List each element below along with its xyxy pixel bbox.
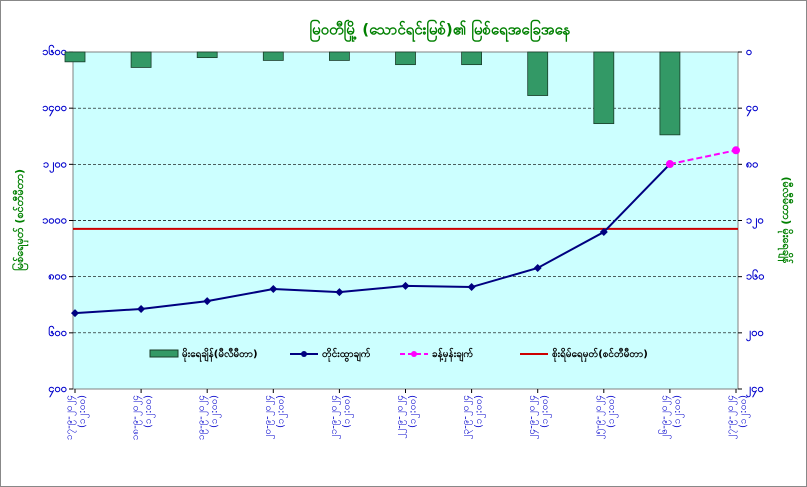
y-tick-label: ၁၆၀၀ bbox=[42, 45, 67, 58]
y2-tick-label: ၁၂၀ bbox=[746, 214, 764, 230]
bar bbox=[461, 51, 483, 66]
y2-axis-title: (မီလီမီတာ) မိုးရေချိန် bbox=[777, 177, 794, 265]
x-tick-label: ၂၃-၉-၂၀၂၄ (၁၂:၀၀) bbox=[461, 395, 487, 440]
x-tick-label: ၂၆-၉-၂၀၂၄ (၁၂:၀၀) bbox=[657, 395, 685, 440]
point bbox=[599, 228, 608, 237]
bar bbox=[527, 51, 549, 96]
point bbox=[137, 304, 146, 313]
y2-tick-label: ၁၆၀ bbox=[746, 270, 765, 283]
y-tick-label: ၆၀၀ bbox=[48, 326, 67, 339]
bar bbox=[395, 51, 416, 66]
y-tick-label: ၈၀၀ bbox=[48, 270, 67, 283]
x-tick-label: ၁၈-၉-၂၀၂၄ (၁၂:၀၀) bbox=[130, 395, 156, 440]
y-tick-label: ၁၂၀၀ bbox=[43, 157, 67, 173]
legend-label: ခန့်မှန်းချက် bbox=[432, 347, 473, 363]
x-tick-label: ၁၉-၉-၂၀၂၄ (၁၂:၀၀) bbox=[196, 395, 222, 440]
y2-tick-label: ၄၀ bbox=[746, 101, 758, 117]
x-tick-label: ၂၀-၉-၂၀၂၄ (၁၂:၀၀) bbox=[262, 395, 288, 440]
legend-label: တိုင်းထွာချက် bbox=[322, 347, 371, 363]
x-tick-label: ၁၇-၉-၂၀၂၄ (၁၂:၀၀) bbox=[64, 395, 90, 440]
legend-swatch bbox=[149, 349, 179, 358]
x-tick-label: ၂၅-၉-၂၀၂၄ (၁၂:၀၀) bbox=[593, 395, 619, 440]
x-tick-label: ၂၂-၉-၂၀၂၄ (၁၂:၀၀) bbox=[395, 395, 421, 439]
y2-tick-label: ၀ bbox=[746, 45, 752, 58]
x-tick-label: ၂၁-၉-၂၀၂၄ (၁၂:၀၀) bbox=[328, 395, 354, 440]
bar bbox=[262, 51, 284, 61]
bar bbox=[196, 51, 218, 59]
y-tick-label: ၁၀၀၀ bbox=[42, 214, 67, 227]
bar bbox=[328, 51, 350, 61]
point bbox=[203, 297, 212, 306]
point bbox=[269, 285, 278, 294]
point bbox=[732, 146, 740, 155]
bar bbox=[64, 51, 86, 63]
line bbox=[669, 149, 737, 166]
legend-label: စိုးရိမ်ရေမှတ်(စင်တီမီတာ) bbox=[552, 347, 648, 363]
point bbox=[467, 283, 476, 292]
y-axis-title: မြစ်ရေမှတ် (စင်တီမီတာ) bbox=[11, 169, 29, 271]
x-tick-label: ၂၄-၉-၂၀၂၄ (၁၂:၀၀) bbox=[527, 395, 553, 440]
bar bbox=[130, 51, 152, 68]
y2-tick-label: ၂၄၀ bbox=[746, 382, 764, 398]
line bbox=[74, 163, 671, 315]
point bbox=[533, 263, 542, 272]
legend-marker bbox=[411, 351, 417, 357]
x-tick-label: ၂၇-၉-၂၀၂၄ (၁၂:၀၀) bbox=[725, 395, 751, 440]
legend-marker bbox=[301, 351, 307, 357]
bar bbox=[593, 51, 615, 125]
y2-tick-label: ၈၀ bbox=[746, 157, 758, 170]
y2-tick-label: ၂၀၀ bbox=[746, 326, 764, 342]
legend-label: မိုးရေချိန်(မီလီမီတာ) bbox=[182, 347, 258, 363]
y-tick-label: ၄၀၀ bbox=[48, 382, 67, 398]
point bbox=[335, 288, 344, 297]
point bbox=[401, 281, 410, 290]
y-tick-label: ၁၄၀၀ bbox=[42, 101, 67, 117]
point bbox=[665, 160, 674, 169]
bar bbox=[659, 51, 681, 136]
point bbox=[71, 309, 79, 318]
